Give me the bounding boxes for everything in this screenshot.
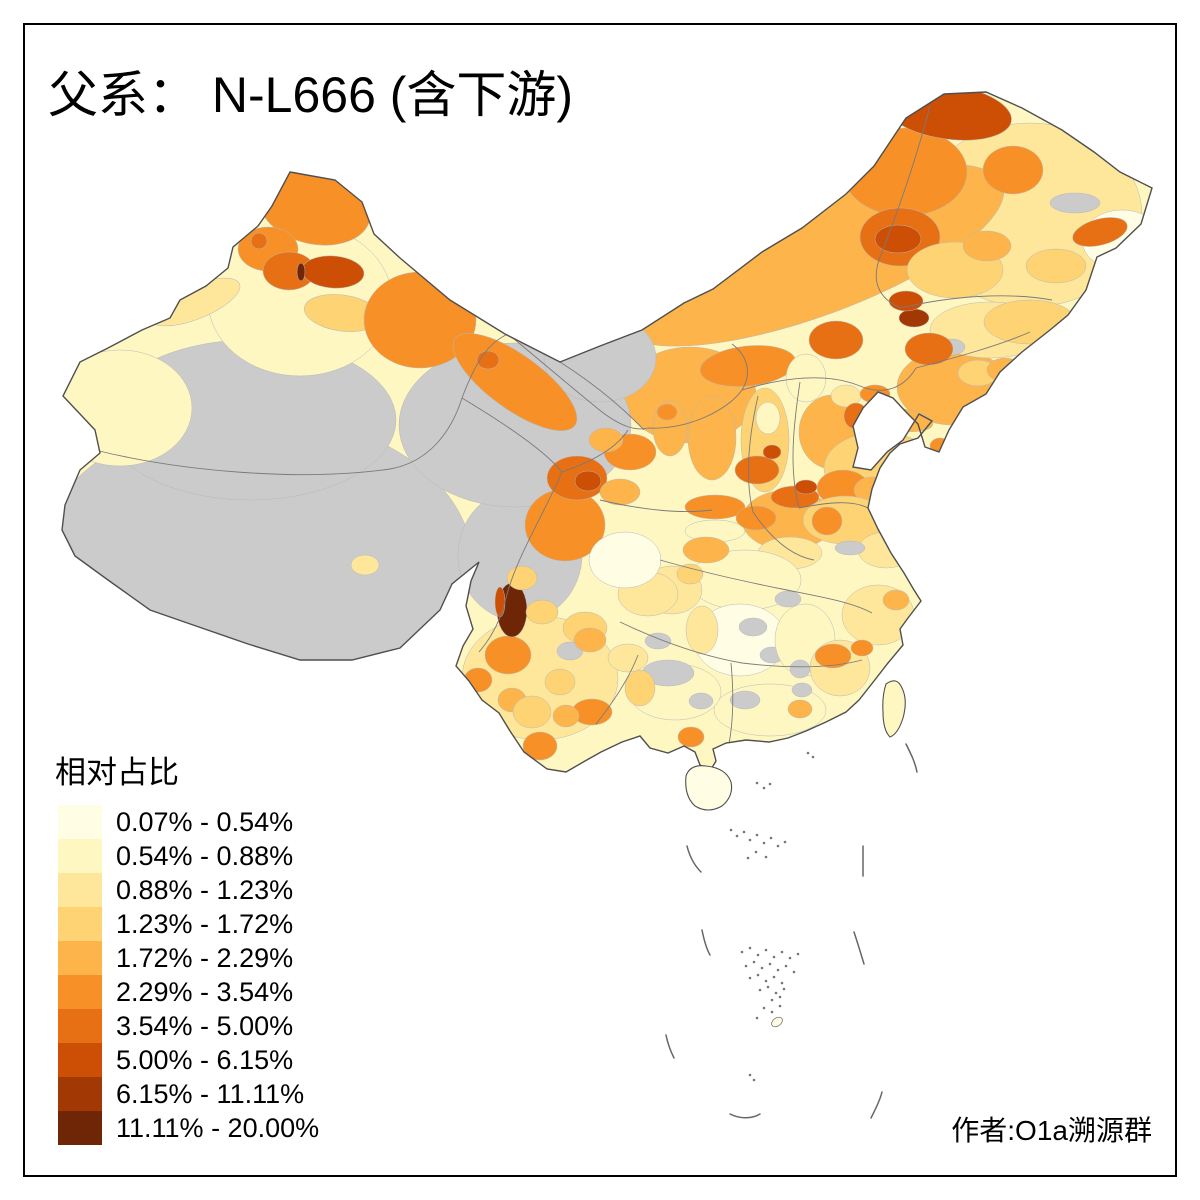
- map-region-patch: [588, 531, 662, 589]
- map-region-patch: [607, 643, 649, 673]
- province-borders: [94, 105, 1053, 745]
- china-map: [61, 91, 1153, 1119]
- map-region-patch: [687, 395, 737, 481]
- map-region-patch: [734, 455, 780, 485]
- legend-label: 0.88% - 1.23%: [116, 875, 293, 905]
- legend-label: 1.72% - 2.29%: [116, 943, 293, 973]
- map-region-patch: [882, 589, 910, 611]
- map-region-patch: [624, 669, 656, 707]
- legend-label: 6.15% - 11.11%: [116, 1079, 304, 1109]
- legend-swatch: [58, 805, 102, 839]
- map-region-patch: [525, 599, 559, 625]
- map-region-patch: [738, 617, 768, 637]
- legend-label: 1.23% - 1.72%: [116, 909, 293, 939]
- map-region-patch: [552, 704, 580, 728]
- legend-label: 3.54% - 5.00%: [116, 1011, 293, 1041]
- map-region-patch: [787, 699, 813, 719]
- map-region-patch: [573, 627, 607, 653]
- legend-swatch: [58, 941, 102, 975]
- map-region-patch: [791, 682, 813, 698]
- legend-swatch: [58, 975, 102, 1009]
- map-region-patch: [774, 590, 802, 608]
- map-region-patch: [656, 403, 678, 421]
- map-region-patch: [677, 726, 705, 748]
- map-region-patch: [789, 659, 811, 679]
- map-region-patch: [676, 563, 704, 585]
- nine-dash-line: [665, 743, 918, 1119]
- map-region-patch: [484, 635, 532, 675]
- map-region-patch: [1049, 192, 1101, 214]
- map-region-patch: [735, 505, 777, 531]
- map-region-patch: [688, 692, 714, 710]
- map-region-patch: [522, 731, 558, 761]
- map-region-patch: [296, 262, 306, 282]
- map-region-patch: [599, 478, 641, 506]
- legend-labels: 0.07% - 0.54% 0.54% - 0.88% 0.88% - 1.23…: [116, 807, 319, 1143]
- map-region-patch: [811, 506, 843, 536]
- legend-label: 0.54% - 0.88%: [116, 841, 293, 871]
- map-region-patch: [350, 554, 380, 576]
- legend: 相对占比 0.07% - 0.54% 0.54% - 0.88% 0.88% -…: [55, 755, 319, 1145]
- spratly-islet: [771, 1016, 783, 1028]
- map-region-patch: [982, 145, 1044, 195]
- legend-swatch: [58, 907, 102, 941]
- map-region-patch: [898, 308, 930, 328]
- legend-title: 相对占比: [55, 755, 179, 790]
- map-region-patch: [512, 695, 552, 729]
- legend-swatch: [58, 1043, 102, 1077]
- map-region-patch: [874, 224, 922, 254]
- map-region-patch: [814, 643, 852, 669]
- choropleth-patch-layer: [62, 92, 1152, 761]
- legend-label: 5.00% - 6.15%: [116, 1045, 293, 1075]
- map-region-patch: [685, 605, 719, 655]
- map-region-patch: [684, 494, 746, 520]
- map-region-patch: [574, 470, 602, 492]
- map-region-patch: [544, 668, 576, 696]
- map-region-patch: [250, 232, 268, 250]
- map-region-patch: [588, 427, 624, 453]
- map-region-patch: [682, 536, 730, 564]
- map-region-patch: [1025, 248, 1087, 284]
- sea-islands-dots: [729, 751, 815, 1082]
- legend-swatch: [58, 1009, 102, 1043]
- legend-label: 11.11% - 20.00%: [116, 1113, 319, 1143]
- map-region-patch: [207, 223, 393, 377]
- map-region-patch: [494, 586, 506, 618]
- map-region-patch: [834, 540, 866, 556]
- map-region-patch: [729, 690, 761, 710]
- map-region-patch: [962, 230, 1012, 262]
- map-region-patch: [850, 639, 874, 657]
- legend-swatches: [58, 805, 102, 1145]
- attribution-text: 作者:O1a溯源群: [951, 1115, 1152, 1146]
- taiwan-island: [882, 680, 906, 738]
- legend-swatch: [58, 873, 102, 907]
- legend-swatch: [58, 1077, 102, 1111]
- map-region-patch: [762, 444, 782, 460]
- hainan-island: [685, 765, 733, 811]
- legend-label: 2.29% - 3.54%: [116, 977, 293, 1007]
- map-region-patch: [644, 632, 672, 650]
- map-region-patch: [1072, 217, 1128, 247]
- map-region-patch: [888, 290, 924, 312]
- map-region-patch: [755, 401, 781, 435]
- legend-swatch: [58, 839, 102, 873]
- map-region-patch: [506, 565, 538, 591]
- legend-label: 0.07% - 0.54%: [116, 807, 293, 837]
- legend-swatch: [58, 1111, 102, 1145]
- map-title: 父系： N-L666 (含下游): [48, 67, 573, 123]
- map-region-patch: [794, 479, 818, 495]
- map-region-patch: [808, 320, 864, 360]
